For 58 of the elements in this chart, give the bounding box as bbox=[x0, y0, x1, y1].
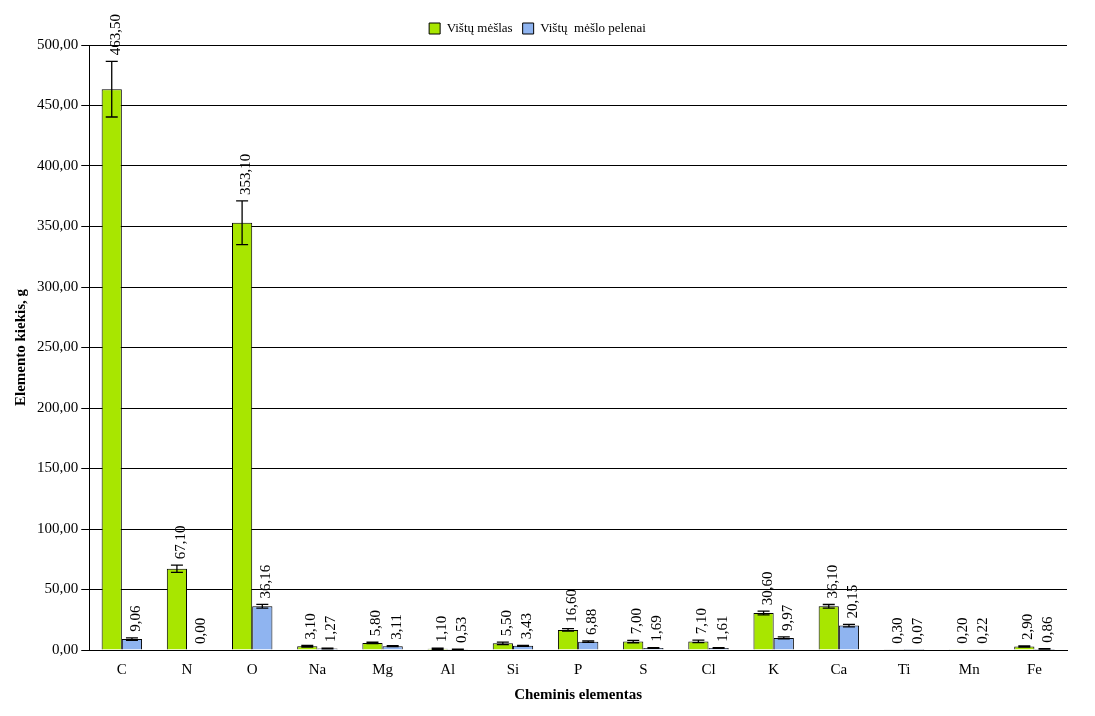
data-label: 20,15 bbox=[843, 584, 860, 619]
y-tick-label: 50,00 bbox=[44, 580, 79, 597]
data-label: 463,50 bbox=[106, 14, 123, 56]
x-tick-label: Si bbox=[506, 660, 520, 677]
data-label: 1,10 bbox=[432, 615, 449, 643]
legend-label: Vištų mėšlo pelenai bbox=[540, 19, 647, 35]
y-tick-label: 100,00 bbox=[37, 519, 79, 536]
data-label: 30,60 bbox=[758, 571, 775, 606]
x-tick-label: Ca bbox=[830, 660, 848, 677]
y-tick-label: 250,00 bbox=[37, 338, 79, 355]
x-tick-label: Cl bbox=[701, 660, 716, 677]
data-label: 3,10 bbox=[302, 613, 319, 640]
y-tick-label: 350,00 bbox=[37, 217, 79, 234]
data-label: 7,10 bbox=[693, 607, 710, 635]
x-tick-label: S bbox=[639, 660, 648, 677]
data-label: 0,20 bbox=[954, 617, 971, 644]
y-tick-label: 500,00 bbox=[37, 35, 79, 52]
data-label: 1,61 bbox=[713, 615, 730, 642]
x-tick-label: Mn bbox=[958, 660, 981, 677]
x-tick-label: C bbox=[116, 660, 127, 677]
x-tick-label: Al bbox=[440, 660, 456, 677]
data-label: 0,30 bbox=[888, 617, 905, 644]
data-label: 0,22 bbox=[974, 617, 991, 644]
data-label: 0,07 bbox=[909, 617, 926, 644]
y-tick-label: 300,00 bbox=[37, 277, 79, 294]
data-label: 0,53 bbox=[452, 616, 469, 644]
y-tick-label: 150,00 bbox=[37, 459, 79, 476]
x-axis-title: Cheminis elementas bbox=[514, 685, 643, 702]
data-label: 0,00 bbox=[192, 617, 209, 644]
x-tick-label: N bbox=[181, 660, 193, 677]
x-tick-label: P bbox=[573, 660, 583, 677]
data-label: 7,00 bbox=[628, 608, 645, 635]
data-label: 3,11 bbox=[387, 614, 404, 640]
y-tick-label: 200,00 bbox=[37, 398, 79, 415]
x-tick-label: Na bbox=[308, 660, 327, 677]
data-label: 5,50 bbox=[497, 609, 514, 637]
data-label: 9,97 bbox=[778, 604, 795, 631]
data-label: 2,90 bbox=[1019, 613, 1036, 640]
y-axis-title: Elemento kiekis, g bbox=[11, 288, 28, 407]
x-tick-label: Ti bbox=[897, 660, 911, 677]
data-label: 1,69 bbox=[648, 615, 665, 642]
x-tick-label: Mg bbox=[372, 660, 394, 677]
data-label: 5,80 bbox=[367, 610, 384, 637]
data-label: 353,10 bbox=[237, 153, 254, 195]
data-label: 1,27 bbox=[322, 615, 339, 643]
data-label: 67,10 bbox=[171, 525, 188, 560]
data-label: 0,86 bbox=[1039, 615, 1056, 643]
legend-label: Vištų mėšlas bbox=[446, 19, 513, 35]
x-tick-label: Fe bbox=[1026, 660, 1043, 677]
x-tick-label: O bbox=[246, 660, 258, 677]
data-label: 6,88 bbox=[583, 608, 600, 635]
data-label: 9,06 bbox=[126, 605, 143, 632]
data-label: 16,60 bbox=[562, 588, 579, 623]
data-label: 3,43 bbox=[517, 613, 534, 640]
y-tick-label: 400,00 bbox=[37, 156, 79, 173]
y-tick-label: 450,00 bbox=[37, 96, 79, 113]
y-tick-label: 0,00 bbox=[52, 640, 79, 657]
x-tick-label: K bbox=[768, 660, 780, 677]
